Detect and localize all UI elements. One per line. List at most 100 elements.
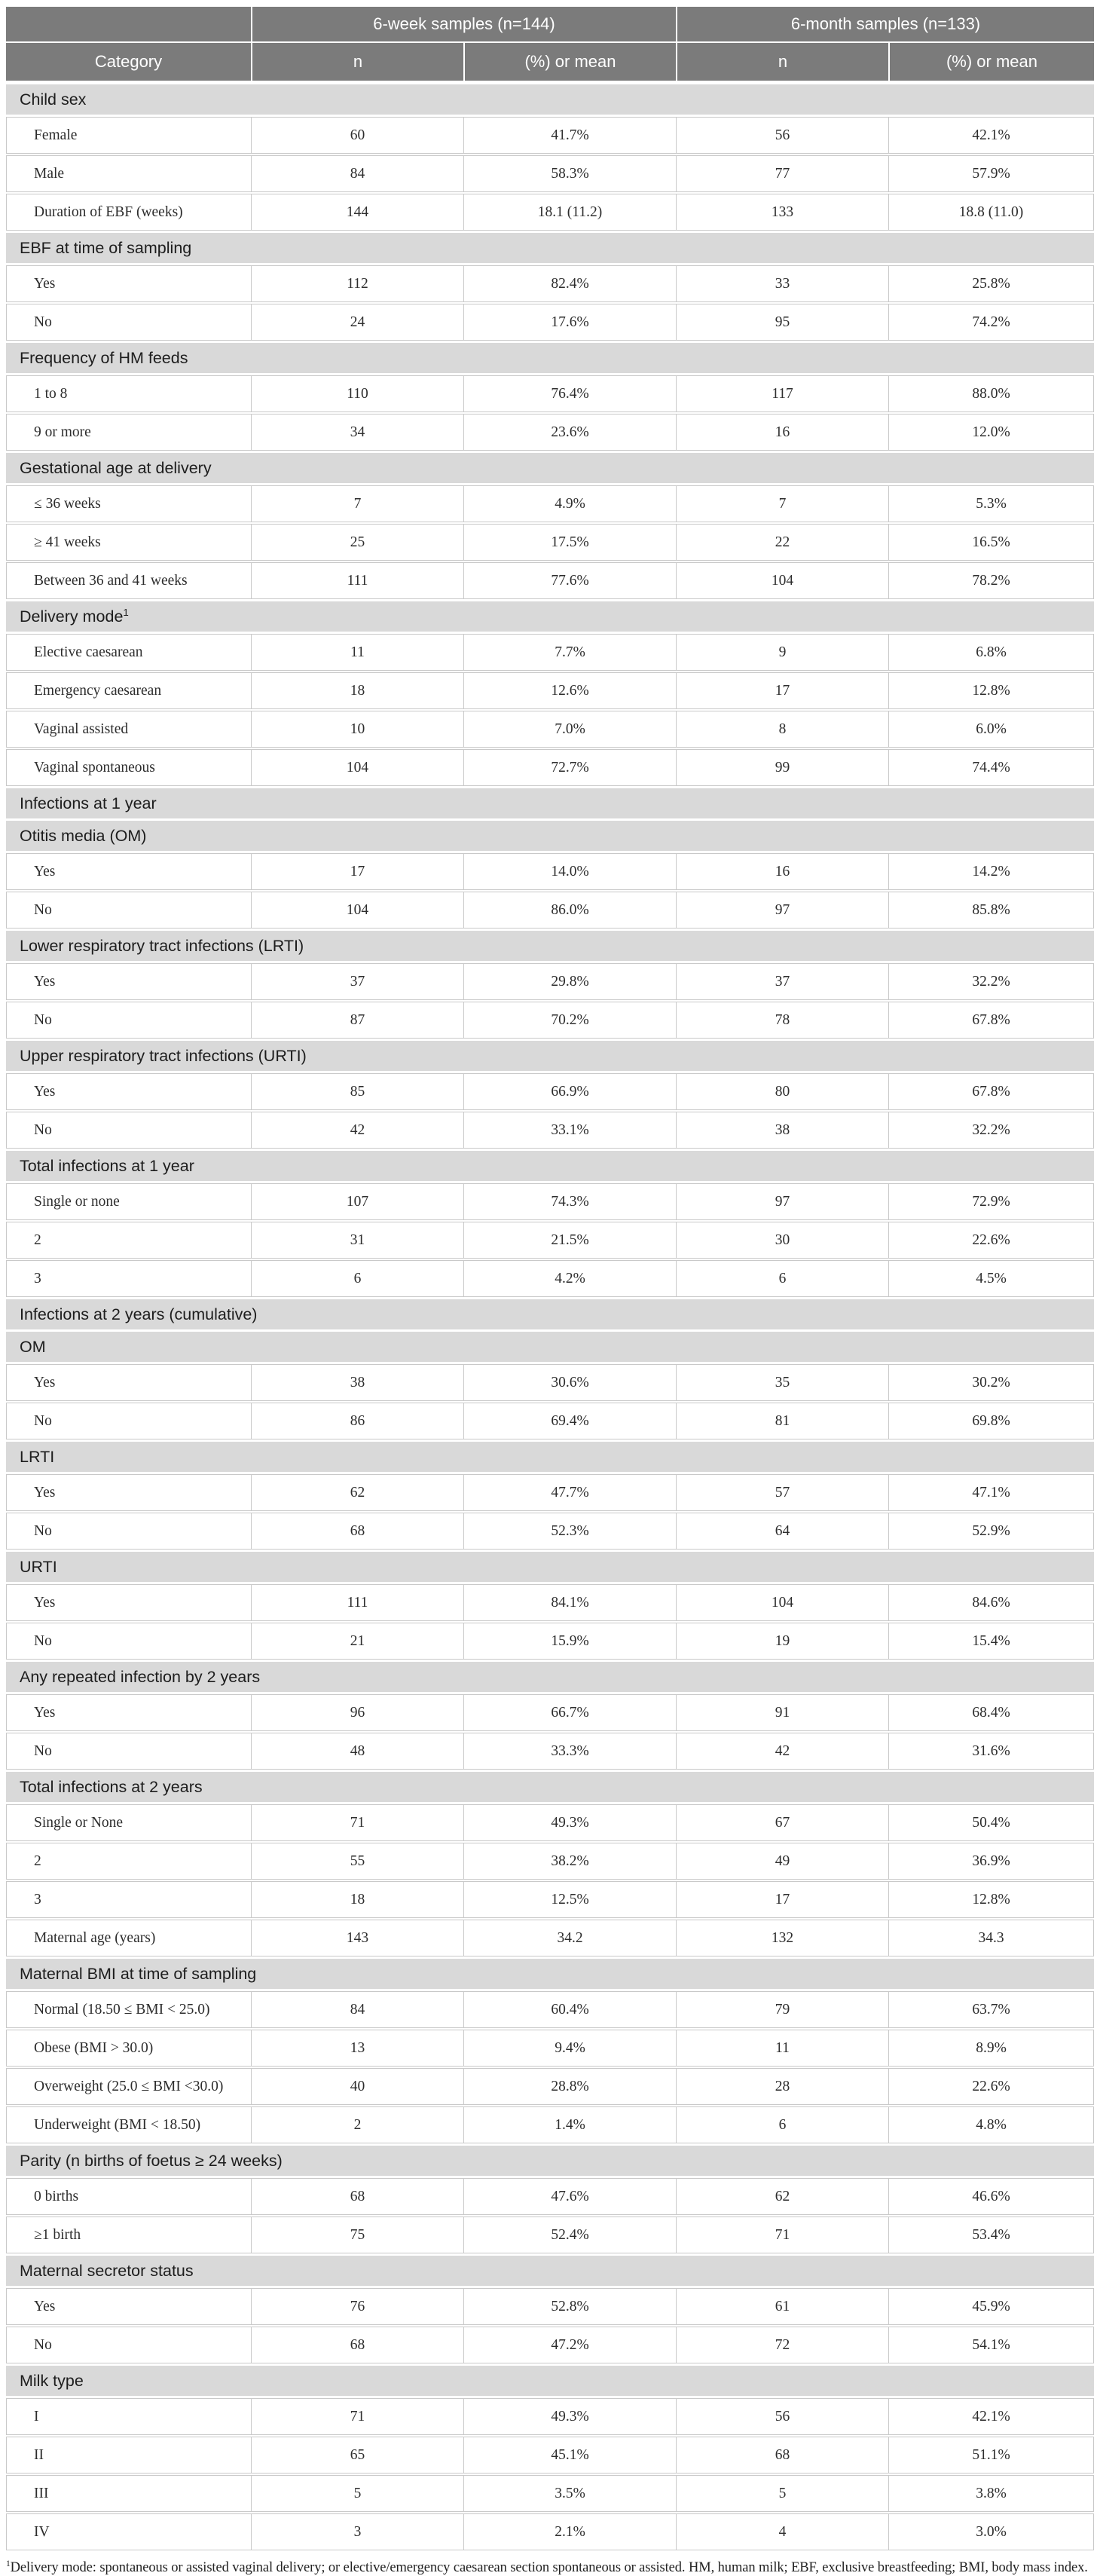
value-cell: 97 — [676, 1184, 888, 1219]
value-cell: 72.9% — [888, 1184, 1093, 1219]
value-cell: 133 — [676, 194, 888, 230]
section-header-row: OM — [6, 1332, 1094, 1362]
section-header-row: Total infections at 2 years — [6, 1772, 1094, 1802]
value-cell: 42.1% — [888, 2399, 1093, 2434]
value-cell: 34.2 — [463, 1920, 676, 1956]
value-cell: 18 — [251, 673, 463, 708]
category-cell: Yes — [34, 973, 56, 990]
value-cell: 25.8% — [888, 266, 1093, 301]
category-cell: 3 — [34, 1270, 41, 1286]
category-cell: Vaginal spontaneous — [34, 759, 155, 776]
data-row: 9 or more 34 23.6% 16 12.0% — [6, 414, 1094, 451]
footnote-superscript: 1 — [6, 2559, 11, 2568]
data-row: II 65 45.1% 68 51.1% — [6, 2437, 1094, 2474]
category-cell: Emergency caesarean — [34, 682, 162, 699]
category-cell: Male — [34, 165, 65, 182]
value-cell: 13 — [251, 2030, 463, 2066]
section-title: Child sex — [20, 90, 87, 109]
section-header-row: Parity (n births of foetus ≥ 24 weeks) — [6, 2146, 1094, 2176]
value-cell: 6.0% — [888, 711, 1093, 747]
value-cell: 19 — [676, 1623, 888, 1659]
value-cell: 68 — [251, 1513, 463, 1549]
category-cell: Yes — [34, 1083, 56, 1100]
category-cell: No — [34, 1742, 52, 1759]
category-cell: No — [34, 1522, 52, 1539]
value-cell: 7.7% — [463, 635, 676, 670]
value-cell: 71 — [251, 2399, 463, 2434]
category-cell: 2 — [34, 1231, 41, 1248]
value-cell: 76 — [251, 2289, 463, 2324]
value-cell: 61 — [676, 2289, 888, 2324]
category-cell: No — [34, 2336, 52, 2353]
value-cell: 35 — [676, 1365, 888, 1400]
category-cell: 1 to 8 — [34, 385, 68, 402]
data-row: 2 31 21.5% 30 22.6% — [6, 1222, 1094, 1259]
group-header-row: 6-week samples (n=144) 6-month samples (… — [6, 7, 1094, 41]
value-cell: 4.9% — [463, 486, 676, 522]
value-cell: 67.8% — [888, 1002, 1093, 1038]
value-cell: 62 — [251, 1475, 463, 1510]
value-cell: 49.3% — [463, 2399, 676, 2434]
value-cell: 22 — [676, 525, 888, 560]
value-cell: 42 — [676, 1733, 888, 1769]
value-cell: 31.6% — [888, 1733, 1093, 1769]
section-header-row: LRTI — [6, 1442, 1094, 1472]
section-title: Milk type — [20, 2372, 84, 2390]
value-cell: 30.2% — [888, 1365, 1093, 1400]
value-cell: 67 — [676, 1805, 888, 1840]
value-cell: 12.5% — [463, 1882, 676, 1917]
value-cell: 17 — [251, 854, 463, 889]
value-cell: 3.5% — [463, 2476, 676, 2511]
value-cell: 30 — [676, 1222, 888, 1258]
category-cell: ≤ 36 weeks — [34, 495, 101, 512]
value-cell: 3.8% — [888, 2476, 1093, 2511]
group-header-6week: 6-week samples (n=144) — [252, 7, 676, 41]
category-cell: Yes — [34, 1594, 56, 1611]
value-cell: 53.4% — [888, 2217, 1093, 2253]
value-cell: 57.9% — [888, 156, 1093, 191]
value-cell: 52.8% — [463, 2289, 676, 2324]
data-row: ≥1 birth 75 52.4% 71 53.4% — [6, 2217, 1094, 2253]
value-cell: 9.4% — [463, 2030, 676, 2066]
value-cell: 74.4% — [888, 750, 1093, 785]
table-body: Child sex Female 60 41.7% 56 42.1% Male 84 58.3%… — [6, 84, 1094, 2550]
value-cell: 86.0% — [463, 892, 676, 928]
value-cell: 71 — [676, 2217, 888, 2253]
data-row: Underweight (BMI < 18.50) 2 1.4% 6 4.8% — [6, 2106, 1094, 2143]
value-cell: 112 — [251, 266, 463, 301]
value-cell: 12.6% — [463, 673, 676, 708]
value-cell: 117 — [676, 376, 888, 411]
value-cell: 84.6% — [888, 1585, 1093, 1620]
value-cell: 40 — [251, 2069, 463, 2104]
value-cell: 14.0% — [463, 854, 676, 889]
category-cell: 3 — [34, 1891, 41, 1908]
category-cell: 0 births — [34, 2188, 79, 2204]
section-title: Parity (n births of foetus ≥ 24 weeks) — [20, 2152, 283, 2170]
value-cell: 69.8% — [888, 1403, 1093, 1439]
section-header-row: EBF at time of sampling — [6, 233, 1094, 263]
value-cell: 22.6% — [888, 1222, 1093, 1258]
value-cell: 81 — [676, 1403, 888, 1439]
category-cell: III — [34, 2485, 49, 2501]
value-cell: 67.8% — [888, 1074, 1093, 1109]
category-cell: Yes — [34, 863, 56, 880]
section-title-superscript: 1 — [123, 606, 129, 618]
data-row: Vaginal assisted 10 7.0% 8 6.0% — [6, 711, 1094, 748]
value-cell: 82.4% — [463, 266, 676, 301]
section-header-row: Child sex — [6, 84, 1094, 115]
section-header-row: Total infections at 1 year — [6, 1151, 1094, 1181]
value-cell: 56 — [676, 2399, 888, 2434]
data-row: ≤ 36 weeks 7 4.9% 7 5.3% — [6, 485, 1094, 522]
value-cell: 63.7% — [888, 1992, 1093, 2027]
value-cell: 5 — [251, 2476, 463, 2511]
data-row: Elective caesarean 11 7.7% 9 6.8% — [6, 634, 1094, 671]
value-cell: 18.1 (11.2) — [463, 194, 676, 230]
category-cell: No — [34, 901, 52, 918]
data-row: No 86 69.4% 81 69.8% — [6, 1403, 1094, 1439]
value-cell: 11 — [251, 635, 463, 670]
value-cell: 76.4% — [463, 376, 676, 411]
value-cell: 111 — [251, 563, 463, 598]
value-cell: 84 — [251, 156, 463, 191]
value-cell: 4.2% — [463, 1261, 676, 1296]
value-cell: 17 — [676, 1882, 888, 1917]
